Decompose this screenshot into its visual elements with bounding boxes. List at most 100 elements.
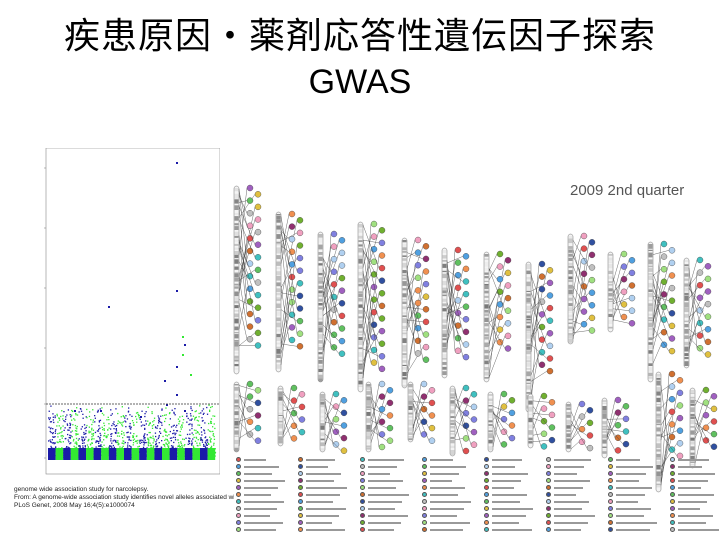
legend-item [546, 512, 595, 519]
legend-dot-icon [670, 520, 675, 525]
legend-text-placeholder [616, 480, 639, 482]
legend-text-placeholder [430, 466, 466, 468]
legend-item [546, 470, 595, 477]
legend-text-placeholder [616, 473, 646, 475]
legend-item [360, 484, 409, 491]
legend-dot-icon [236, 471, 241, 476]
legend-item [670, 463, 719, 470]
legend-item [546, 526, 595, 533]
legend-text-placeholder [678, 487, 701, 489]
legend-item [422, 498, 471, 505]
legend-text-placeholder [430, 501, 471, 503]
legend-dot-icon [608, 520, 613, 525]
legend-item [484, 477, 533, 484]
legend-text-placeholder [368, 508, 395, 510]
legend-dot-icon [546, 527, 551, 532]
legend-item [670, 519, 719, 526]
legend-item [422, 463, 471, 470]
legend-item [670, 477, 719, 484]
legend-dot-icon [608, 513, 613, 518]
legend-text-placeholder [678, 522, 706, 524]
legend-text-placeholder [430, 529, 463, 531]
legend-text-placeholder [492, 522, 519, 524]
legend-item [360, 491, 409, 498]
legend-text-placeholder [430, 515, 457, 517]
legend-dot-icon [422, 478, 427, 483]
legend-dot-icon [546, 464, 551, 469]
legend-text-placeholder [678, 459, 709, 461]
legend-dot-icon [298, 485, 303, 490]
legend-item [360, 526, 409, 533]
legend-item [546, 498, 595, 505]
legend-text-placeholder [554, 508, 582, 510]
legend-text-placeholder [492, 480, 521, 482]
legend-dot-icon [298, 513, 303, 518]
legend-text-placeholder [430, 494, 458, 496]
legend-dot-icon [484, 471, 489, 476]
caption-line-1: genome wide association study for narcol… [14, 486, 234, 494]
title-line-2: GWAS [0, 60, 720, 104]
legend-dot-icon [608, 492, 613, 497]
legend-text-placeholder [430, 522, 470, 524]
legend-item [236, 470, 285, 477]
legend-item [546, 491, 595, 498]
legend-dot-icon [298, 520, 303, 525]
legend-item [236, 484, 285, 491]
catalog-quarter-label: 2009 2nd quarter [570, 182, 684, 199]
legend-text-placeholder [244, 459, 266, 461]
legend-text-placeholder [554, 473, 577, 475]
legend-item [608, 505, 657, 512]
legend-item [298, 505, 347, 512]
legend-item [670, 505, 719, 512]
legend-item [670, 512, 719, 519]
legend-text-placeholder [554, 487, 583, 489]
legend-item [546, 456, 595, 463]
legend-text-placeholder [244, 529, 276, 531]
legend-dot-icon [546, 506, 551, 511]
legend-text-placeholder [492, 501, 520, 503]
legend-dot-icon [422, 485, 427, 490]
legend-text-placeholder [306, 522, 332, 524]
legend-item [298, 512, 347, 519]
legend-dot-icon [422, 527, 427, 532]
legend-item [608, 456, 657, 463]
legend-dot-icon [298, 499, 303, 504]
legend-dot-icon [484, 464, 489, 469]
legend-item [422, 505, 471, 512]
legend-dot-icon [360, 457, 365, 462]
legend-item [484, 491, 533, 498]
legend-dot-icon [608, 499, 613, 504]
legend-text-placeholder [430, 487, 465, 489]
legend-item [298, 477, 347, 484]
legend-text-placeholder [244, 522, 283, 524]
legend-text-placeholder [554, 501, 589, 503]
legend-dot-icon [546, 457, 551, 462]
legend-item [360, 498, 409, 505]
legend-dot-icon [236, 485, 241, 490]
legend-text-placeholder [616, 508, 651, 510]
legend-dot-icon [236, 513, 241, 518]
legend-item [546, 477, 595, 484]
legend-item [360, 470, 409, 477]
legend-dot-icon [546, 471, 551, 476]
legend-dot-icon [422, 499, 427, 504]
legend-dot-icon [236, 464, 241, 469]
legend-dot-icon [670, 457, 675, 462]
legend-item [236, 519, 285, 526]
legend-text-placeholder [306, 501, 333, 503]
legend-text-placeholder [244, 487, 278, 489]
legend-text-placeholder [554, 480, 590, 482]
legend-item [608, 484, 657, 491]
legend-text-placeholder [492, 494, 527, 496]
legend-item [422, 519, 471, 526]
legend-text-placeholder [244, 480, 285, 482]
legend-dot-icon [608, 478, 613, 483]
legend-item [298, 519, 347, 526]
legend-dot-icon [236, 527, 241, 532]
legend-text-placeholder [368, 522, 401, 524]
legend-column [608, 456, 657, 533]
legend-text-placeholder [244, 494, 271, 496]
legend-item [360, 463, 409, 470]
legend-dot-icon [236, 499, 241, 504]
legend-item [670, 470, 719, 477]
